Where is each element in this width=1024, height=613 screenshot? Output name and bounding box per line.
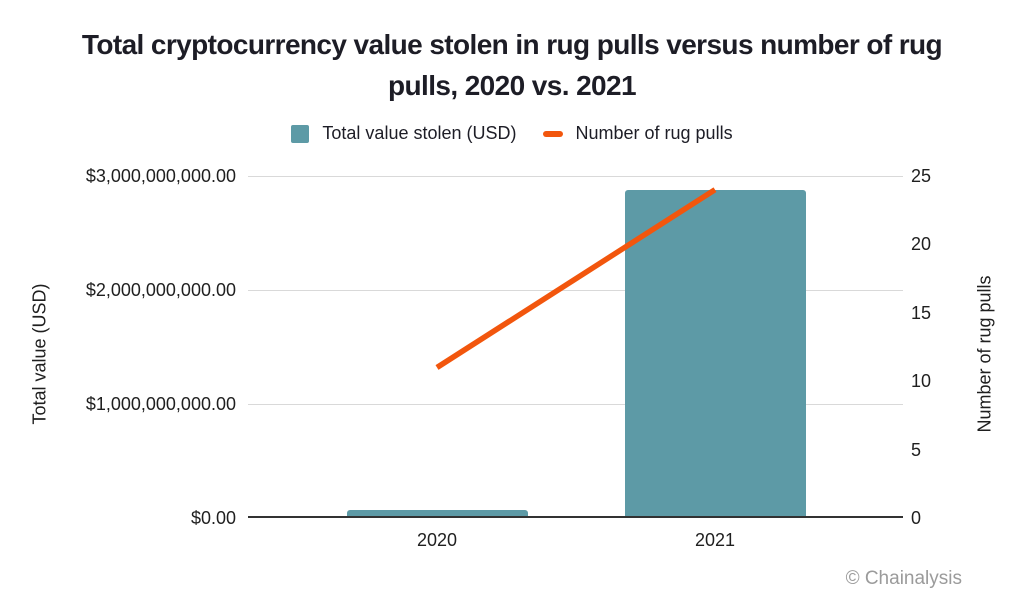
- right-axis-tick-label: 0: [911, 508, 922, 528]
- left-axis-tick-label: $2,000,000,000.00: [85, 280, 236, 300]
- bar-series-swatch-icon: [291, 124, 310, 143]
- gridline: [248, 175, 903, 177]
- legend-item-total-value: Total value stolen (USD): [291, 123, 517, 144]
- legend-label-total-value: Total value stolen (USD): [322, 123, 517, 143]
- bar-2021: [625, 190, 806, 518]
- bar-2020: [347, 510, 528, 518]
- legend: Total value stolen (USD) Number of rug p…: [0, 123, 1024, 144]
- left-axis-tick-label: $0.00: [190, 508, 236, 528]
- line-series-swatch-icon: [542, 130, 563, 137]
- x-tick-label-2021: 2021: [694, 530, 736, 550]
- gridline: [248, 289, 903, 291]
- legend-label-rug-pulls: Number of rug pulls: [575, 123, 733, 143]
- right-axis-tick-label: 10: [911, 371, 932, 392]
- plot-area: $0.00 $1,000,000,000.00 $2,000,000,000.00 $…: [86, 167, 931, 550]
- left-axis-tick-label: $3,000,000,000.00: [85, 166, 236, 186]
- gridline: [248, 403, 903, 405]
- right-axis-tick-label: 20: [911, 234, 932, 255]
- chart-title-line-2: pulls, 2020 vs. 2021: [388, 70, 637, 101]
- right-axis-tick-label: 15: [911, 302, 932, 323]
- left-axis-tick-label: $1,000,000,000.00: [85, 394, 236, 414]
- chart-title: Total cryptocurrency value stolen in rug…: [0, 24, 1024, 106]
- rug-pulls-line: [435, 187, 717, 370]
- right-axis-tick-label: 5: [911, 439, 922, 460]
- legend-item-rug-pulls: Number of rug pulls: [542, 123, 733, 144]
- chart-title-line-1: Total cryptocurrency value stolen in rug…: [81, 29, 943, 60]
- x-tick-label-2020: 2020: [416, 530, 458, 550]
- line-series-layer: [435, 187, 717, 370]
- right-axis-title: Number of rug pulls: [974, 275, 995, 433]
- source-credit: © Chainalysis: [845, 568, 962, 589]
- right-axis-tick-label: 25: [911, 166, 932, 186]
- x-axis-line: [248, 516, 903, 518]
